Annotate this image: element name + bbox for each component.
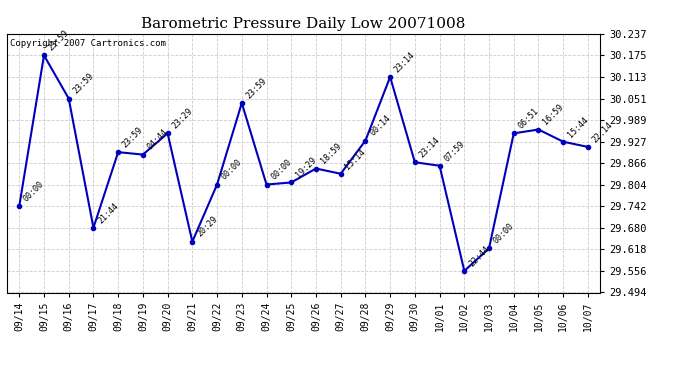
Text: 22:14: 22:14 <box>591 120 615 144</box>
Text: 07:59: 07:59 <box>442 139 466 163</box>
Text: 20:29: 20:29 <box>195 215 219 239</box>
Text: 04:44: 04:44 <box>146 128 170 152</box>
Text: 23:59: 23:59 <box>121 125 145 149</box>
Text: 06:51: 06:51 <box>517 106 540 130</box>
Text: 00:14: 00:14 <box>368 114 392 138</box>
Text: 00:00: 00:00 <box>220 158 244 182</box>
Text: 19:29: 19:29 <box>294 156 318 180</box>
Title: Barometric Pressure Daily Low 20071008: Barometric Pressure Daily Low 20071008 <box>141 17 466 31</box>
Text: 23:29: 23:29 <box>170 106 195 130</box>
Text: 16:59: 16:59 <box>541 103 565 127</box>
Text: 23:59: 23:59 <box>47 28 71 53</box>
Text: 22:44: 22:44 <box>467 244 491 268</box>
Text: 23:14: 23:14 <box>393 50 417 74</box>
Text: 23:14: 23:14 <box>417 135 442 159</box>
Text: 00:00: 00:00 <box>269 158 293 182</box>
Text: 23:59: 23:59 <box>244 76 268 100</box>
Text: 15:44: 15:44 <box>566 115 590 139</box>
Text: 18:59: 18:59 <box>319 142 343 166</box>
Text: 15:14: 15:14 <box>344 147 368 171</box>
Text: 00:00: 00:00 <box>22 179 46 203</box>
Text: 21:44: 21:44 <box>96 201 120 225</box>
Text: 00:00: 00:00 <box>492 222 516 246</box>
Text: 23:59: 23:59 <box>72 72 95 96</box>
Text: Copyright 2007 Cartronics.com: Copyright 2007 Cartronics.com <box>10 39 166 48</box>
